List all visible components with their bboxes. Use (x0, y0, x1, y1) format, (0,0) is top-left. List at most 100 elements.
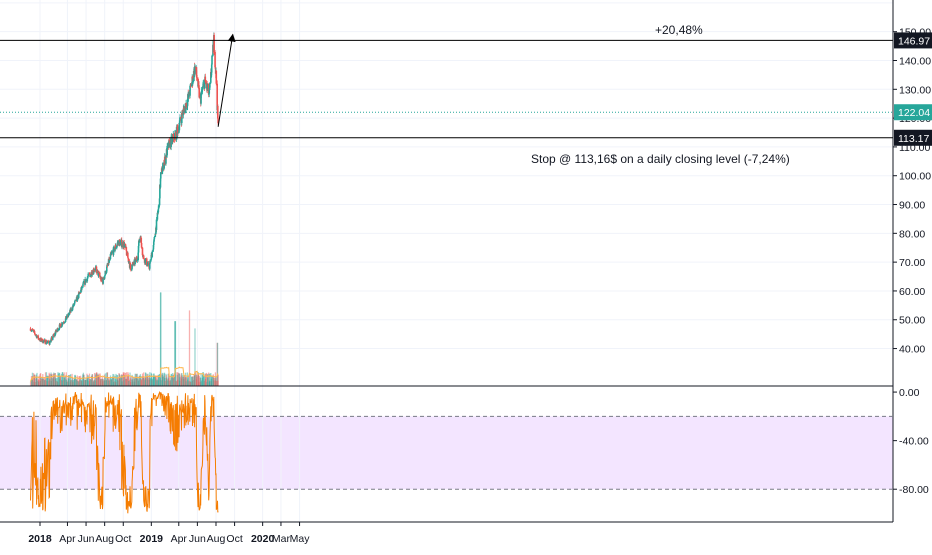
volume-bar (170, 374, 172, 386)
candle-body (153, 237, 156, 240)
oscillator-axis[interactable]: 0.00 -40.00 -80.00 (893, 387, 929, 496)
candle-body (86, 278, 89, 282)
candle-body (37, 335, 39, 339)
volume-bar (99, 373, 101, 386)
volume-bar (148, 374, 151, 386)
volume-bar (150, 378, 152, 386)
volume-bar (91, 375, 93, 386)
candle-body (170, 136, 173, 138)
volume-bar (142, 376, 144, 386)
volume-bar (47, 375, 49, 386)
volume-bar (151, 378, 153, 386)
volume-bar (129, 379, 131, 386)
candle-body (55, 329, 57, 332)
volume-bar (202, 373, 205, 386)
candle-body (51, 337, 53, 340)
oscillator-line (30, 390, 219, 514)
candle-body (80, 286, 83, 290)
price-axis[interactable]: 150.00140.00130.00120.00110.00100.0090.0… (893, 27, 931, 356)
volume-bar (41, 377, 43, 386)
volume-bar (95, 372, 98, 386)
target-arrow[interactable] (217, 33, 236, 127)
volume-bar (133, 376, 135, 386)
volume-bar (100, 379, 102, 386)
volume-bar (50, 374, 53, 386)
volume-bar (200, 373, 202, 386)
candle-body (72, 303, 75, 307)
volume-bar (122, 373, 125, 386)
volume-bar (157, 375, 159, 386)
volume-bar (164, 377, 166, 386)
volume-bar (42, 378, 45, 386)
volume-bar (75, 379, 77, 386)
volume-bar (65, 372, 67, 386)
volume-bar (137, 378, 139, 386)
candle-body (33, 330, 36, 333)
volume-bar (193, 375, 195, 386)
candle-body (209, 82, 211, 88)
candle-body (50, 339, 52, 343)
volume-bar (140, 379, 143, 386)
candle-body (129, 262, 132, 265)
volume-bar (131, 379, 133, 386)
volume-bar (217, 380, 219, 386)
volume-bar (187, 379, 189, 386)
volume-bar (215, 376, 217, 386)
volume-bar (118, 373, 120, 386)
volume-bar (213, 377, 215, 386)
volume-bar (199, 377, 202, 386)
volume-bar (108, 380, 110, 386)
volume-bar (211, 376, 213, 386)
volume-bar (105, 379, 107, 386)
oscillator-band (0, 416, 893, 490)
volume-bar (138, 375, 141, 386)
volume-bar (114, 375, 116, 386)
volume-bar (103, 374, 106, 386)
candle-body (183, 109, 186, 114)
volume-bar (104, 377, 106, 386)
candle-body (98, 272, 100, 274)
volume-bar (112, 377, 114, 386)
volume-bar (172, 375, 174, 386)
volume-bar (35, 381, 37, 386)
candle-body (34, 334, 37, 336)
volume-bar (159, 292, 162, 386)
volume-bar (204, 373, 206, 386)
price-tag-122.04 (894, 104, 932, 121)
candle-body (34, 332, 36, 335)
volume-bar (97, 375, 100, 386)
volume-bar (95, 380, 97, 386)
horizontal-levels[interactable] (0, 39, 893, 139)
volume-bar (205, 372, 208, 386)
volume-bar (108, 380, 110, 386)
volume-bar (174, 321, 176, 386)
candle-body (100, 277, 102, 281)
volume-bar (167, 378, 170, 386)
candle-body (158, 198, 161, 206)
volume-bar (144, 372, 147, 386)
candle-body (138, 240, 140, 246)
volume-bar (136, 378, 138, 386)
volume-bar (124, 372, 127, 386)
volume-bar (48, 372, 50, 386)
volume-bar (90, 379, 92, 386)
volume-bar (162, 372, 164, 386)
volume-bar (172, 373, 174, 386)
candle-body (95, 268, 98, 274)
volume-bar (66, 381, 68, 386)
candle-body (165, 154, 167, 164)
volume-bar (209, 373, 211, 386)
volume-bar (166, 378, 168, 386)
volume-bar (184, 372, 187, 386)
candle-body (162, 163, 164, 168)
volume-bar (167, 373, 169, 386)
candle-body (48, 341, 51, 345)
volume-bar (90, 376, 93, 386)
candle-body (155, 219, 158, 230)
candle-body (140, 242, 143, 248)
volume-bar (125, 378, 127, 386)
volume-bar (145, 373, 147, 386)
